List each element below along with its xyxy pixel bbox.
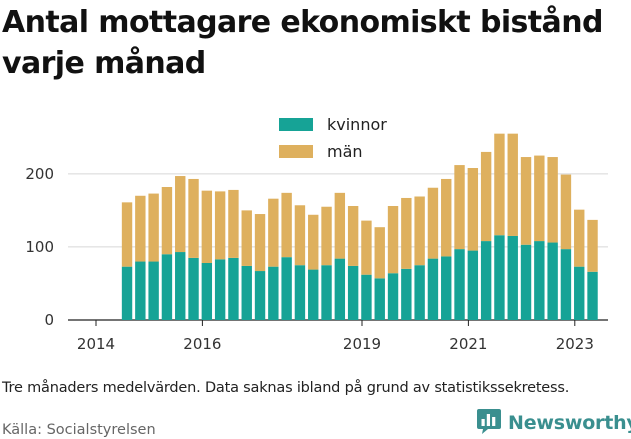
bar-män <box>214 191 226 260</box>
bar-kvinnor <box>401 268 412 320</box>
bar-kvinnor <box>321 265 332 320</box>
legend-item-kvinnor: kvinnor <box>279 115 387 134</box>
bar-män <box>347 206 359 266</box>
bar-kvinnor <box>228 257 239 320</box>
bar-män <box>121 202 133 267</box>
bar-män <box>494 133 505 236</box>
bar-kvinnor <box>175 252 186 320</box>
bar-kvinnor <box>574 266 585 320</box>
x-tick-label: 2014 <box>77 335 115 353</box>
bar-män <box>308 214 319 270</box>
bar-kvinnor <box>560 249 572 320</box>
legend-item-män: män <box>279 142 363 161</box>
bar-män <box>480 151 492 242</box>
legend-label: kvinnor <box>327 115 387 134</box>
bar-kvinnor <box>507 235 518 320</box>
bar-män <box>441 178 452 257</box>
bar-kvinnor <box>347 265 359 320</box>
bar-män <box>148 193 159 262</box>
stacked-bar-chart: 0 100 200 2014 2016 2019 2021 2023 kvinnor män <box>25 115 608 353</box>
bar-män <box>534 155 545 242</box>
bar-män <box>401 197 412 269</box>
bar-män <box>321 206 332 266</box>
bar-kvinnor <box>387 273 399 320</box>
bar-kvinnor <box>494 235 505 320</box>
x-tick-label: 2016 <box>183 335 221 353</box>
bar-män <box>574 209 585 267</box>
x-tick-label: 2023 <box>556 335 594 353</box>
bar-män <box>560 174 572 250</box>
bar-chart-logo-icon <box>476 407 502 439</box>
y-tick-label: 200 <box>25 165 54 183</box>
bar-kvinnor <box>427 258 439 320</box>
bar-män <box>201 190 213 263</box>
bar-kvinnor <box>148 261 159 320</box>
bar-män <box>467 168 479 251</box>
bar-män <box>520 157 532 245</box>
chart-title: Antal mottagare ekonomiskt bistånd varje… <box>2 5 603 81</box>
bar-män <box>161 187 173 255</box>
bar-män <box>414 196 425 266</box>
y-tick-label: 0 <box>44 311 54 329</box>
y-tick-label: 100 <box>25 238 54 256</box>
bar-kvinnor <box>480 241 492 320</box>
x-tick-label: 2021 <box>449 335 487 353</box>
bar-män <box>281 192 292 258</box>
bar-kvinnor <box>268 266 279 320</box>
bar-kvinnor <box>334 258 346 320</box>
bar-kvinnor <box>361 274 372 320</box>
bar-män <box>254 214 266 272</box>
bars <box>121 133 598 320</box>
bar-kvinnor <box>294 265 306 320</box>
bar-män <box>294 205 306 266</box>
bar-män <box>361 220 372 275</box>
bar-kvinnor <box>454 249 465 320</box>
bar-män <box>268 198 279 267</box>
bar-män <box>228 189 239 258</box>
bar-kvinnor <box>534 241 545 320</box>
bar-kvinnor <box>135 261 146 320</box>
brand-name: Newsworthy <box>508 412 631 434</box>
x-tick-label: 2019 <box>343 335 381 353</box>
bar-män <box>507 133 518 236</box>
bar-kvinnor <box>201 263 213 320</box>
bar-kvinnor <box>241 265 252 320</box>
bar-kvinnor <box>414 265 425 320</box>
bar-kvinnor <box>547 242 558 320</box>
bar-män <box>334 192 346 259</box>
bar-män <box>587 219 598 272</box>
bar-kvinnor <box>121 266 133 320</box>
bar-män <box>135 195 146 262</box>
source-note: Källa: Socialstyrelsen <box>2 422 156 438</box>
legend-swatch <box>279 118 313 131</box>
bar-kvinnor <box>281 257 292 320</box>
bar-kvinnor <box>214 259 226 320</box>
bar-kvinnor <box>441 256 452 320</box>
bar-män <box>241 210 252 266</box>
bar-kvinnor <box>308 269 319 320</box>
legend: kvinnor män <box>279 115 387 161</box>
bar-kvinnor <box>520 244 532 320</box>
bar-kvinnor <box>161 254 173 320</box>
brand-logo[interactable]: Newsworthy <box>476 407 631 439</box>
bar-män <box>427 187 439 259</box>
bar-män <box>454 165 465 250</box>
bar-män <box>188 178 199 258</box>
bar-kvinnor <box>188 257 199 320</box>
bar-kvinnor <box>374 278 385 320</box>
grid-lines: 0 100 200 <box>25 165 608 329</box>
bar-män <box>547 157 558 243</box>
chart-caption: Tre månaders medelvärden. Data saknas ib… <box>2 380 570 396</box>
bar-kvinnor <box>254 271 266 320</box>
legend-swatch <box>279 145 313 158</box>
axes: 2014 2016 2019 2021 2023 <box>77 320 594 353</box>
bar-män <box>374 227 385 279</box>
bar-män <box>387 206 399 274</box>
bar-kvinnor <box>467 250 479 320</box>
bar-män <box>175 176 186 253</box>
bar-kvinnor <box>587 271 598 320</box>
legend-label: män <box>327 142 363 161</box>
